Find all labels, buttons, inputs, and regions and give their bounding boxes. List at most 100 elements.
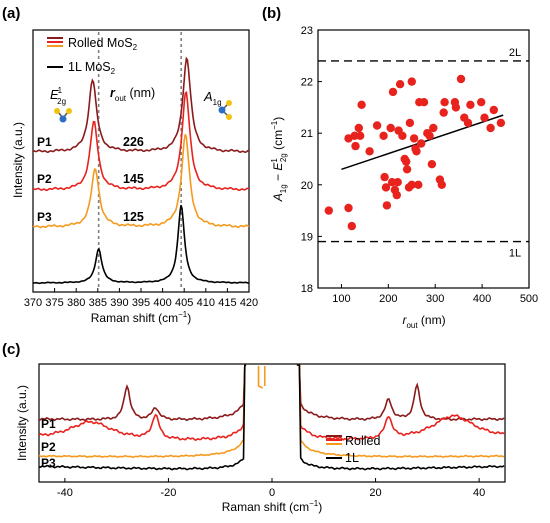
data-point-47 [451,103,461,112]
x-tick-label-b-500: 500 [520,293,538,305]
data-point-41 [429,123,438,133]
y-tick-label-b-23: 23 [301,25,313,37]
data-point-22 [395,80,405,89]
mode-label-e2g: E1 2g [50,86,66,106]
data-point-29 [407,77,416,86]
data-point-53 [480,113,489,122]
data-point-7 [357,100,366,110]
panel-label-c: (c) [2,341,20,358]
legend-rolled-label: Rolled MoS2 [68,36,138,52]
data-point-12 [380,172,389,182]
y-tick-label-b-18: 18 [301,283,313,295]
data-point-11 [379,131,388,140]
x-tick-label-c--20: -20 [160,487,176,499]
x-tick-label-a-380: 380 [67,297,85,309]
data-point-52 [477,98,486,107]
chart-c-xlabel: Raman shift (cm−1) [222,499,322,514]
chart-c: -40 -20 0 20 40 Raman shift (cm−1) Intensity… [15,363,506,514]
a1g-vibration-icon [218,100,232,120]
y-tick-label-b-20: 20 [301,180,313,192]
chart-b-frame [317,29,530,289]
data-point-23 [398,131,407,140]
x-tick-label-a-405: 405 [175,297,193,309]
x-tick-label-a-385: 385 [89,297,107,309]
chart-a-reference-lines [97,32,182,290]
series-1l-line-right [296,364,505,471]
x-tick-label-b-300: 300 [426,293,444,305]
rout-value-p2: 145 [123,172,144,186]
x-tick-label-c--40: -40 [57,487,73,499]
rout-value-p3: 125 [123,210,144,224]
series-p1-line [32,56,250,154]
data-point-0 [324,206,333,215]
x-tick-label-b-100: 100 [332,293,350,305]
legend-c-1l-label: 1L [345,451,359,465]
data-point-45 [440,98,449,107]
data-point-2 [347,221,356,231]
chart-b-ylabel: A1g − E12g (cm−1) [270,117,288,202]
data-point-37 [419,98,429,107]
chart-a-xlabel: Raman shift (cm−1) [91,310,191,325]
data-point-34 [414,180,423,189]
x-tick-label-a-415: 415 [218,297,236,309]
x-tick-label-a-390: 390 [110,297,128,309]
notch-fragment-left [257,366,264,389]
series-label-p2-a: P2 [37,172,52,186]
chart-c-x-axis: -40 -20 0 20 40 [57,478,485,499]
data-point-15 [386,123,395,133]
chart-b-reference-lines: 2L 1L [318,47,529,260]
data-point-43 [437,180,446,189]
legend-c-rolled-swatch [326,435,342,445]
data-point-48 [456,74,466,84]
data-point-30 [407,180,416,189]
mode-label-a1g: A1g [203,89,222,107]
chart-a: 370 375 380 385 390 395 400 405 410 415 420 Raman … [11,29,258,325]
data-point-39 [425,131,434,140]
x-tick-label-c-0: 0 [269,487,275,499]
reference-label-2l: 2L [509,47,521,59]
x-tick-label-a-395: 395 [132,297,150,309]
chart-a-legend: Rolled MoS2 1L MoS2 [47,36,138,76]
data-point-9 [365,147,374,156]
chart-a-x-axis: 370 375 380 385 390 395 400 405 410 415 420 [24,288,258,309]
chart-b-points [324,74,506,231]
chart-c-series [38,364,505,471]
x-tick-label-a-375: 375 [45,297,63,309]
legend-c-rolled-label: Rolled [345,434,380,448]
x-tick-label-c-20: 20 [369,487,381,499]
data-point-56 [496,118,506,128]
chart-b: 2L 1L 100 200 300 400 500 18 19 20 21 22 23 rout (n… [270,25,538,330]
series-p3-line-right [296,364,505,458]
series-p2-line-right [296,364,505,441]
series-label-p1-a: P1 [37,135,52,149]
x-tick-label-a-370: 370 [24,297,42,309]
data-point-20 [393,178,402,187]
data-point-33 [412,147,421,156]
data-point-13 [381,183,391,192]
panel-label-a: (a) [2,5,20,22]
legend-1l-label: 1L MoS2 [68,60,116,76]
data-point-36 [417,139,426,148]
series-1l-line-left [38,364,247,471]
data-point-54 [486,123,495,133]
data-point-55 [489,105,498,115]
x-tick-label-c-40: 40 [473,487,485,499]
data-point-40 [427,160,437,169]
series-1l-mos2-line [32,205,250,285]
data-point-16 [388,87,398,97]
y-tick-label-b-22: 22 [301,77,313,89]
data-point-8 [356,131,365,140]
series-label-p2-c: P2 [41,440,56,454]
legend-rolled-swatch [47,37,63,47]
x-tick-label-a-410: 410 [197,297,215,309]
data-point-50 [463,118,473,128]
chart-c-ylabel: Intensity (a.u.) [15,385,29,461]
rout-column-header: rout (nm) [110,86,155,103]
data-point-5 [351,141,360,151]
data-point-26 [402,165,412,174]
data-point-14 [382,201,392,210]
data-point-31 [409,134,419,143]
chart-b-xlabel: rout (nm) [402,313,445,330]
chart-c-frame [38,363,506,483]
data-point-6 [354,123,363,133]
